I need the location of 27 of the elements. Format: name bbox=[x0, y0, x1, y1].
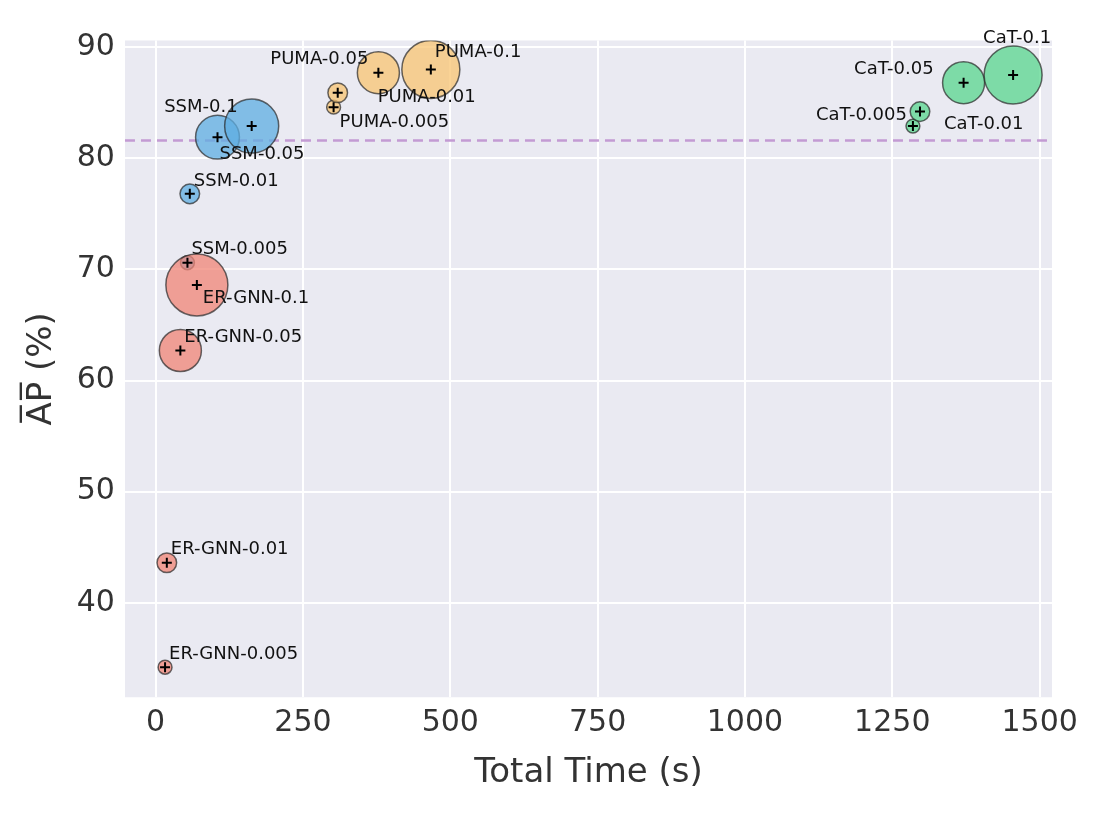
annotation: CaT-0.05 bbox=[854, 57, 934, 79]
x-tick-label: 500 bbox=[421, 703, 479, 738]
y-tick-label: 70 bbox=[76, 249, 115, 285]
y-tick-label: 50 bbox=[76, 471, 115, 507]
x-tick-label: 0 bbox=[146, 703, 166, 738]
annotation: CaT-0.005 bbox=[815, 102, 907, 124]
annotation: SSM-0.01 bbox=[193, 168, 279, 190]
x-tick-label: 1000 bbox=[706, 703, 784, 738]
y-tick-label: 90 bbox=[76, 26, 115, 62]
y-tick-label: 40 bbox=[76, 582, 115, 618]
x-tick-label: 1500 bbox=[1001, 703, 1078, 738]
y-axis-title: A̅P̅ (%) bbox=[19, 312, 60, 426]
annotation: PUMA-0.01 bbox=[377, 85, 476, 107]
x-tick-label: 750 bbox=[568, 703, 627, 738]
x-tick-label: 1250 bbox=[854, 703, 931, 738]
annotation: ER-GNN-0.01 bbox=[170, 537, 289, 559]
x-tick-label: 250 bbox=[274, 703, 332, 738]
annotation: SSM-0.005 bbox=[191, 237, 288, 259]
annotation: CaT-0.1 bbox=[983, 25, 1052, 47]
annotation: PUMA-0.05 bbox=[270, 47, 369, 69]
x-axis-title: Total Time (s) bbox=[473, 750, 703, 791]
annotation: ER-GNN-0.005 bbox=[169, 641, 299, 663]
annotation: SSM-0.1 bbox=[164, 94, 238, 116]
annotation: PUMA-0.005 bbox=[339, 109, 450, 131]
y-tick-label: 60 bbox=[76, 360, 115, 396]
y-tick-label: 80 bbox=[76, 138, 115, 174]
annotation: CaT-0.01 bbox=[943, 112, 1024, 134]
